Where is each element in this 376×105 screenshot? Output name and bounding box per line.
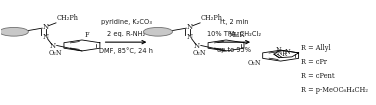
Circle shape: [143, 27, 173, 36]
Text: R = cPr: R = cPr: [302, 58, 327, 66]
Text: pyridine, K₂CO₃: pyridine, K₂CO₃: [100, 18, 152, 25]
Text: N: N: [187, 23, 193, 31]
Text: N: N: [42, 33, 49, 41]
Text: up to 95%: up to 95%: [217, 47, 251, 53]
Text: DMF, 85°C, 24 h: DMF, 85°C, 24 h: [99, 47, 153, 54]
Text: R: R: [282, 50, 287, 58]
Text: NHR: NHR: [229, 31, 245, 39]
Text: R = p-MeOC₆H₄CH₂: R = p-MeOC₆H₄CH₂: [302, 86, 368, 94]
Text: O₂N: O₂N: [49, 49, 62, 57]
Text: N: N: [194, 42, 200, 50]
Text: CH₂Ph: CH₂Ph: [57, 14, 79, 22]
Text: N: N: [42, 23, 49, 31]
Text: N: N: [50, 42, 56, 50]
Text: F: F: [85, 31, 89, 39]
Circle shape: [0, 27, 28, 36]
Text: R = cPent: R = cPent: [302, 72, 335, 80]
Text: R = Allyl: R = Allyl: [302, 44, 331, 52]
Text: 10% TFA, CH₂Cl₂: 10% TFA, CH₂Cl₂: [207, 31, 261, 37]
Text: N: N: [276, 46, 281, 54]
Text: CH₂Ph: CH₂Ph: [201, 14, 223, 22]
Text: N: N: [276, 49, 282, 57]
Text: O₂N: O₂N: [247, 59, 261, 67]
Text: N: N: [187, 33, 193, 41]
Text: rt, 2 min: rt, 2 min: [220, 18, 248, 25]
Text: O₂N: O₂N: [193, 49, 206, 57]
Text: 2 eq. R-NH₂: 2 eq. R-NH₂: [107, 31, 145, 37]
Text: N: N: [285, 48, 290, 56]
